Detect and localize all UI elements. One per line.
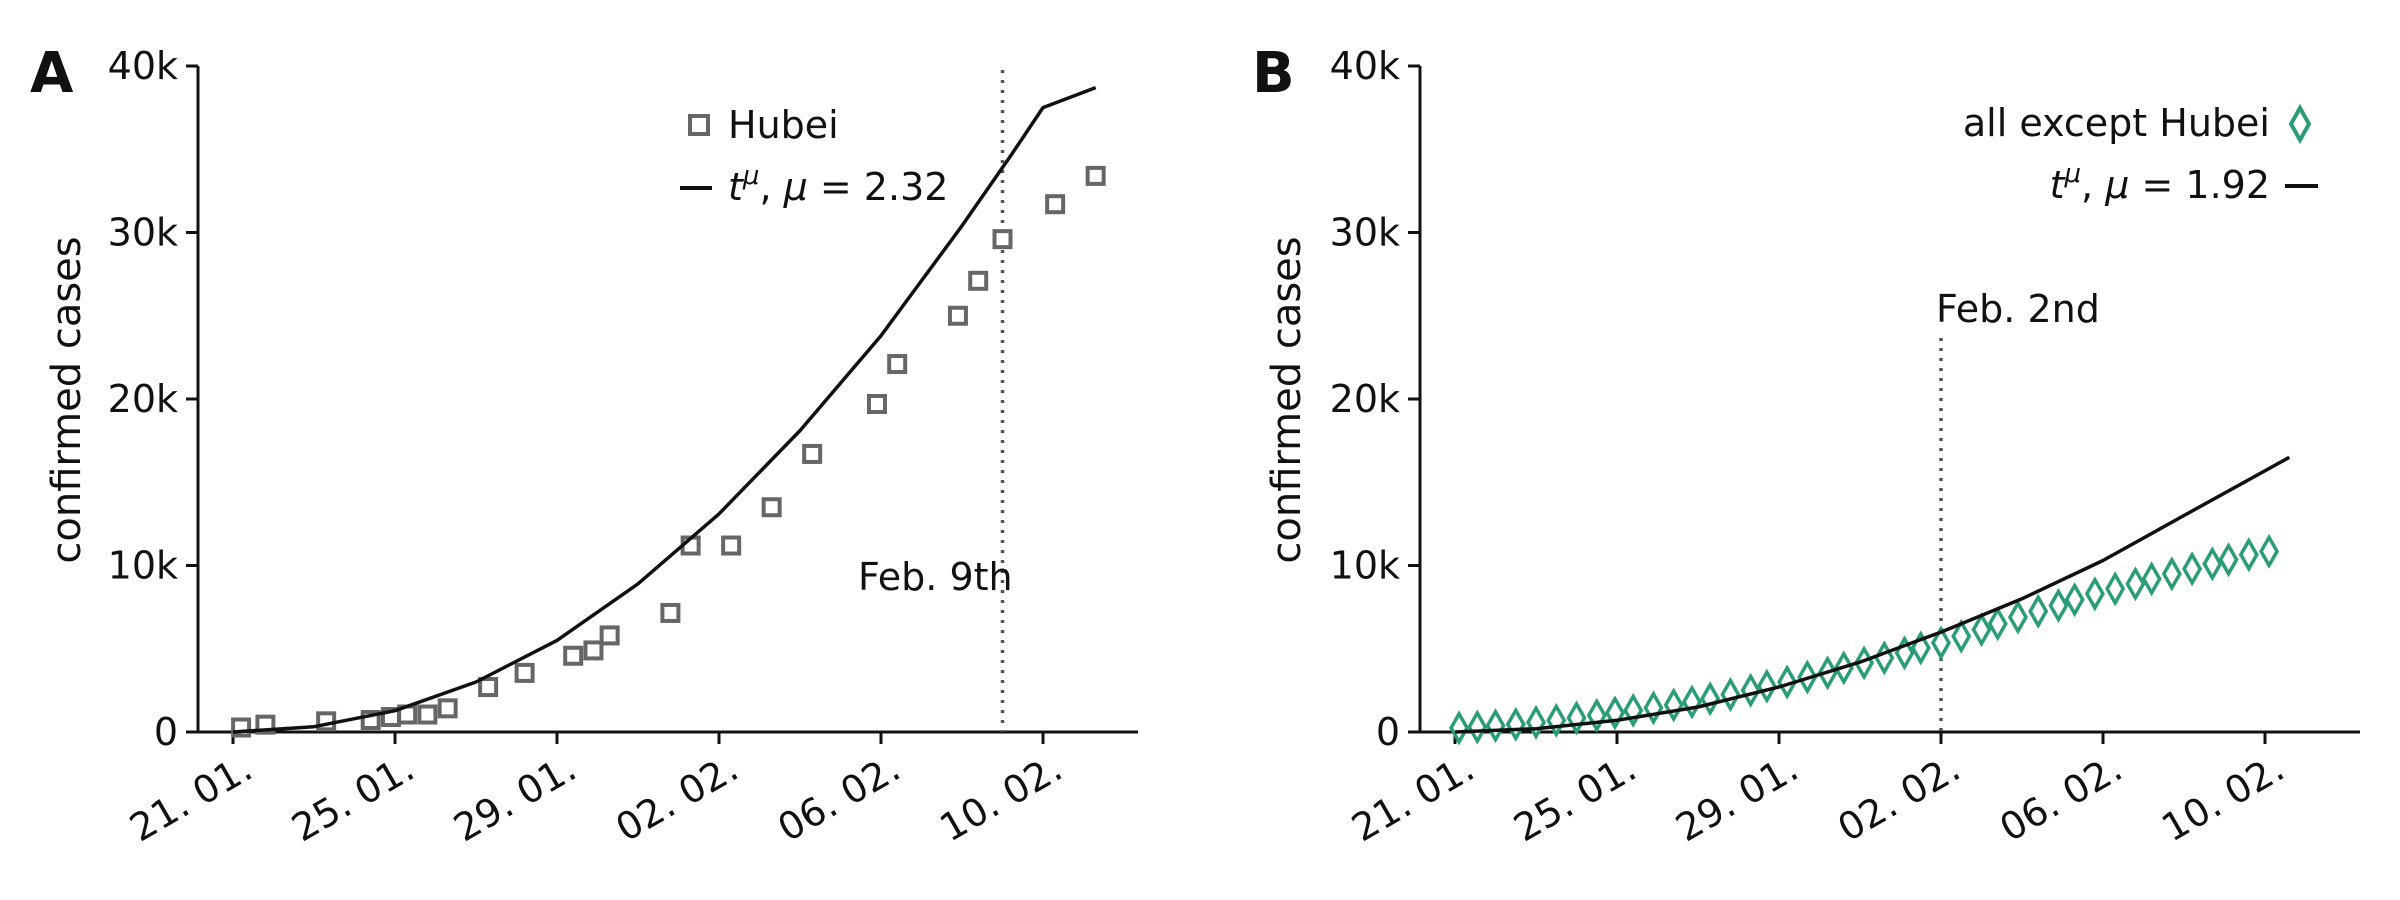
y-tick-label: 30k — [108, 211, 178, 255]
data-point — [2202, 546, 2223, 582]
y-tick-label: 40k — [108, 44, 178, 88]
data-point — [1951, 618, 1972, 654]
data-point — [1449, 710, 1470, 746]
data-point — [2007, 599, 2028, 635]
y-tick-label: 10k — [108, 544, 178, 588]
data-point — [1045, 194, 1066, 215]
data-point — [1874, 640, 1895, 676]
x-tick-label: 02. 02. — [608, 746, 745, 851]
hubei-legend-label: Hubei — [728, 103, 839, 147]
panel-a-letter: A — [30, 41, 74, 106]
data-point — [721, 535, 742, 556]
panel-b-vline-label: Feb. 2nd — [1936, 287, 2100, 331]
panel-a: A confirmed cases 0 10k 20k 30k 40k 21. 01. 25… — [30, 41, 1138, 850]
x-tick-label: 29. 01. — [1668, 746, 1805, 851]
data-point — [478, 677, 499, 698]
data-point — [599, 625, 620, 646]
x-tick-label: 10. 02. — [932, 746, 1069, 851]
data-point — [514, 662, 535, 683]
except-hubei-legend-label: all except Hubei — [1963, 101, 2270, 145]
data-point — [660, 602, 681, 623]
data-point — [2084, 576, 2105, 612]
panel-b-marks — [1449, 338, 2291, 746]
y-tick-label: 0 — [1376, 710, 1400, 754]
data-point — [563, 645, 584, 666]
data-point — [1720, 677, 1741, 713]
data-point — [947, 305, 968, 326]
panel-a-ylabel: confirmed cases — [44, 236, 90, 563]
data-point — [866, 393, 887, 414]
data-point — [1546, 702, 1567, 738]
data-point — [2218, 542, 2239, 578]
x-tick-label: 25. 01. — [1506, 746, 1643, 851]
y-tick-label: 10k — [1330, 544, 1400, 588]
data-point — [992, 229, 1013, 250]
data-point — [1756, 668, 1777, 704]
data-point — [2105, 571, 2126, 607]
y-tick-label: 30k — [1330, 211, 1400, 255]
y-tick-label: 20k — [1330, 377, 1400, 421]
panel-b-letter: B — [1252, 41, 1295, 106]
data-point — [802, 443, 823, 464]
fit-a-legend-label: tμ, μ = 2.32 — [728, 161, 948, 209]
data-point — [2141, 561, 2162, 597]
data-point — [761, 497, 782, 518]
data-point — [1566, 700, 1587, 736]
x-tick-label: 21. 01. — [1344, 746, 1481, 851]
data-point — [887, 354, 908, 375]
data-point — [1777, 664, 1798, 700]
data-point — [1485, 708, 1506, 744]
data-point — [2028, 593, 2049, 629]
data-point — [2238, 537, 2259, 573]
hubei-legend-marker — [688, 114, 710, 136]
data-point — [2259, 533, 2280, 569]
x-tick-label: 06. 02. — [770, 746, 907, 851]
data-point — [437, 698, 458, 719]
x-tick-label: 25. 01. — [284, 746, 421, 851]
y-tick-label: 20k — [108, 377, 178, 421]
data-point — [583, 640, 604, 661]
panel-b: B confirmed cases 0 10k 20k 30k 40k 21. 01. 25… — [1252, 41, 2360, 850]
data-point — [1971, 612, 1992, 648]
fit-b-legend-label: tμ, μ = 1.92 — [2050, 159, 2270, 207]
data-point — [417, 704, 438, 725]
except-hubei-legend-marker — [2288, 103, 2312, 145]
data-point — [2161, 556, 2182, 592]
data-point — [1643, 690, 1664, 726]
x-tick-label: 10. 02. — [2154, 746, 2291, 851]
data-point — [2182, 551, 2203, 587]
data-point — [1663, 687, 1684, 723]
data-point — [1681, 684, 1702, 720]
x-tick-label: 02. 02. — [1830, 746, 1967, 851]
data-point — [1085, 165, 1106, 186]
x-tick-label: 21. 01. — [122, 746, 259, 851]
y-tick-label: 0 — [154, 710, 178, 754]
data-point — [2048, 587, 2069, 623]
panel-a-legend: Hubei tμ, μ = 2.32 — [680, 103, 948, 209]
panel-b-legend: all except Hubei tμ, μ = 1.92 — [1963, 101, 2318, 207]
fit-curve — [1454, 455, 2291, 734]
panel-a-vline-label: Feb. 9th — [858, 555, 1013, 599]
data-point — [1740, 672, 1761, 708]
data-point — [1467, 709, 1488, 745]
y-tick-label: 40k — [1330, 44, 1400, 88]
data-point — [1586, 697, 1607, 733]
panel-a-marks — [231, 70, 1106, 738]
data-point — [1987, 606, 2008, 642]
data-point — [2064, 582, 2085, 618]
data-point — [1930, 625, 1952, 661]
data-point — [968, 270, 989, 291]
panel-b-ylabel: confirmed cases — [1264, 236, 1310, 563]
data-point — [2125, 566, 2146, 602]
x-tick-label: 29. 01. — [446, 746, 583, 851]
data-point — [1700, 681, 1721, 717]
data-point — [1505, 706, 1526, 742]
fit-curve — [232, 85, 1097, 734]
x-tick-label: 06. 02. — [1992, 746, 2129, 851]
